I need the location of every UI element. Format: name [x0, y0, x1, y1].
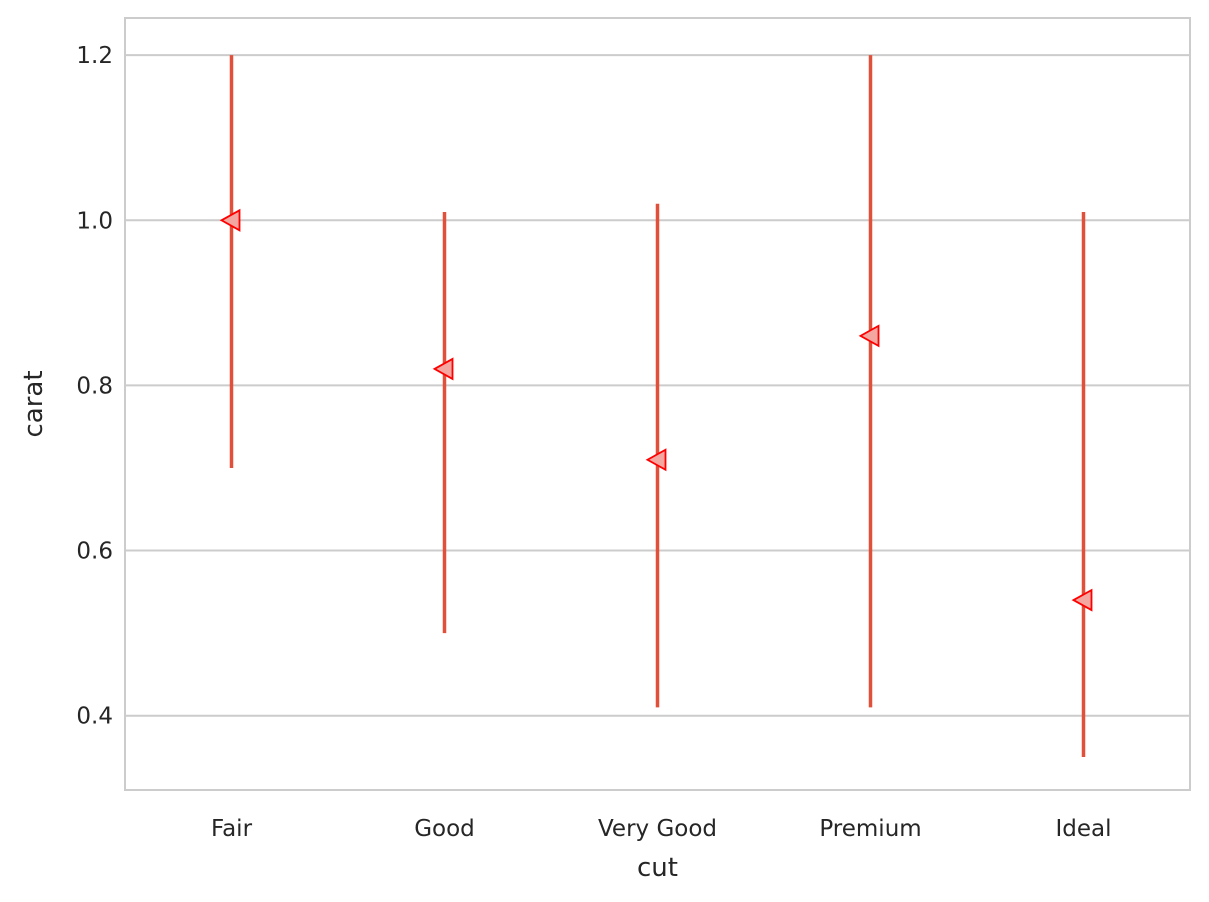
y-tick-label: 0.4 — [76, 704, 113, 730]
y-tick-label: 1.2 — [76, 43, 113, 69]
point-marker — [645, 448, 667, 472]
error-bars — [229, 55, 1086, 757]
point-marker — [1071, 588, 1093, 612]
point-marker — [858, 324, 880, 348]
x-axis-label: cut — [637, 853, 678, 883]
y-tick-label: 1.0 — [76, 208, 113, 234]
x-tick-label: Very Good — [598, 816, 717, 842]
x-tick-label: Fair — [211, 816, 253, 842]
y-axis-label: carat — [19, 370, 49, 437]
x-tick-label: Premium — [819, 816, 921, 842]
x-tick-labels: Fair Good Very Good Premium Ideal — [211, 816, 1112, 842]
point-marker — [219, 208, 241, 232]
y-tick-label: 0.8 — [76, 373, 113, 399]
point-marker — [432, 357, 454, 381]
x-tick-label: Good — [414, 816, 475, 842]
x-tick-label: Ideal — [1055, 816, 1111, 842]
point-markers — [219, 208, 1093, 612]
plot-frame — [124, 17, 1191, 791]
y-tick-label: 0.6 — [76, 539, 113, 565]
y-tick-labels: 0.4 0.6 0.8 1.0 1.2 — [76, 43, 113, 730]
